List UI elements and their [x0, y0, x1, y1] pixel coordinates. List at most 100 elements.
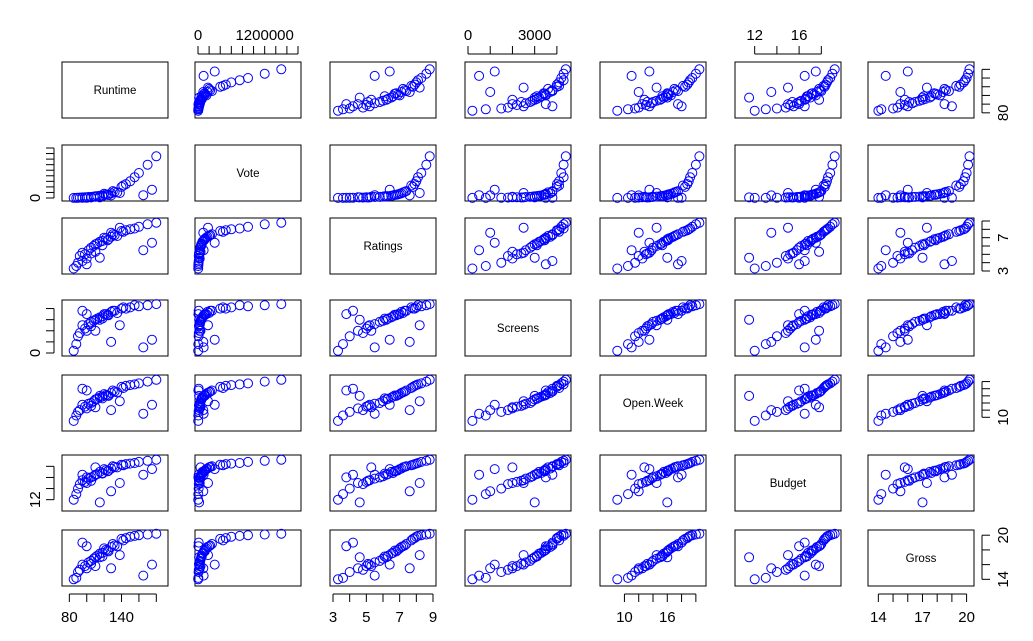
- data-point: [685, 75, 696, 86]
- data-point: [815, 305, 826, 316]
- data-point: [823, 379, 833, 390]
- data-point: [642, 475, 653, 486]
- data-point: [540, 259, 551, 270]
- panel-frame: [61, 374, 169, 432]
- data-point: [114, 320, 125, 331]
- data-point: [379, 468, 390, 479]
- data-point: [276, 528, 287, 539]
- data-point: [612, 494, 623, 505]
- data-point: [529, 192, 540, 203]
- data-point: [379, 313, 390, 324]
- data-point: [489, 237, 500, 248]
- data-point: [771, 331, 782, 342]
- data-point: [682, 179, 693, 190]
- data-point: [787, 321, 798, 332]
- data-point: [531, 551, 542, 562]
- data-point: [683, 224, 694, 235]
- data-point: [760, 410, 771, 421]
- data-point: [203, 222, 213, 233]
- data-point: [799, 256, 810, 266]
- data-point: [682, 303, 693, 314]
- panel-screens-vs-ratings: [329, 299, 437, 357]
- data-point: [404, 87, 415, 97]
- data-point: [205, 85, 216, 96]
- variable-label: Vote: [236, 168, 259, 180]
- data-point: [814, 561, 825, 572]
- data-point: [955, 380, 966, 391]
- data-point: [902, 334, 913, 345]
- data-point: [904, 321, 915, 332]
- data-point: [951, 180, 962, 191]
- data-point: [378, 553, 388, 564]
- data-point: [83, 319, 94, 330]
- data-point: [657, 240, 668, 251]
- panel-ratings-vs-runtime: [61, 217, 169, 275]
- panel-gross-vs-ratings: [329, 528, 437, 587]
- data-point: [694, 151, 705, 162]
- data-point: [656, 550, 667, 561]
- data-point: [829, 528, 840, 539]
- data-point: [97, 313, 108, 324]
- data-point: [259, 376, 270, 387]
- data-point: [151, 299, 162, 310]
- data-point: [623, 192, 633, 203]
- data-point: [888, 192, 899, 203]
- data-point: [554, 180, 565, 191]
- data-point: [198, 336, 209, 347]
- data-point: [899, 462, 910, 473]
- data-point: [358, 479, 368, 490]
- data-point: [799, 101, 810, 112]
- data-point: [77, 305, 88, 316]
- data-point: [902, 184, 913, 195]
- data-point: [354, 552, 365, 563]
- data-point: [639, 462, 650, 473]
- data-point: [787, 248, 798, 259]
- data-point: [198, 70, 209, 81]
- data-point: [234, 458, 245, 468]
- right-axis-open-week: 10: [981, 381, 1012, 426]
- data-point: [930, 88, 941, 99]
- data-point: [694, 454, 705, 465]
- bottom-axis-gross: 14 17 20: [870, 593, 975, 626]
- data-point: [651, 553, 662, 564]
- data-point: [904, 97, 915, 107]
- data-point: [489, 66, 500, 77]
- data-point: [946, 192, 957, 203]
- data-point: [120, 303, 131, 314]
- data-point: [529, 92, 540, 103]
- data-point: [193, 259, 204, 270]
- data-point: [799, 342, 810, 353]
- data-point: [930, 466, 941, 477]
- tick-label: 10: [995, 409, 1012, 426]
- data-point: [408, 181, 418, 192]
- data-point: [760, 339, 771, 350]
- data-point: [97, 236, 108, 246]
- data-point: [71, 192, 82, 203]
- data-point: [363, 558, 373, 569]
- data-point: [71, 489, 82, 500]
- data-point: [633, 563, 644, 574]
- data-point: [633, 227, 644, 238]
- data-point: [946, 256, 957, 266]
- data-point: [694, 64, 705, 75]
- bottom-axis-ratings: 3 5 7 9: [329, 593, 437, 626]
- data-point: [539, 189, 550, 200]
- panel-frame: [867, 454, 975, 512]
- panel-vote-vs-open-week: [599, 144, 707, 203]
- data-point: [545, 231, 556, 242]
- data-point: [880, 408, 891, 419]
- data-point: [673, 541, 683, 552]
- data-point: [873, 415, 884, 426]
- data-point: [657, 551, 668, 562]
- data-point: [474, 190, 485, 201]
- data-point: [118, 460, 129, 471]
- data-point: [147, 184, 157, 195]
- panel-frame: [464, 454, 572, 512]
- data-point: [378, 315, 388, 326]
- data-point: [138, 245, 149, 256]
- data-point: [199, 466, 210, 477]
- data-point: [520, 557, 531, 568]
- data-point: [518, 478, 529, 488]
- data-point: [424, 64, 435, 75]
- data-point: [354, 497, 365, 508]
